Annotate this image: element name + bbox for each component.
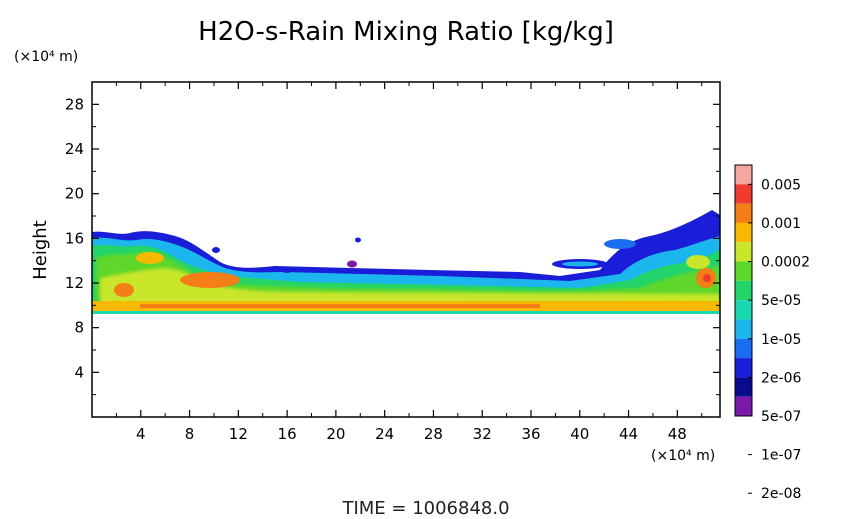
colorbar-label: 5e-07 xyxy=(761,409,801,425)
cell-2 xyxy=(562,261,598,267)
colorbar-label: 0.001 xyxy=(761,216,801,232)
colorbar-swatch xyxy=(735,280,752,301)
colorbar-swatch xyxy=(735,319,752,339)
contour-0.0002-core xyxy=(140,304,540,308)
chart-title: H2O-s-Rain Mixing Ratio [kg/kg] xyxy=(198,17,614,47)
cell-7 xyxy=(355,237,361,243)
colorbar-swatch xyxy=(735,300,752,320)
x-tick-label: 4 xyxy=(136,425,146,443)
x-tick-label: 28 xyxy=(424,425,443,443)
data-field xyxy=(92,210,720,314)
colorbar: 0.005 0.001 0.0002 5e-05 1e-05 2e-06 5e-07 1e-0… xyxy=(734,164,810,502)
blob-yellow-2 xyxy=(686,255,710,269)
contour-1e-05 xyxy=(96,251,720,300)
x-tick-label: 40 xyxy=(570,425,589,443)
colorbar-label: 0.0002 xyxy=(761,255,810,271)
contour-5e-05 xyxy=(100,268,720,306)
colorbar-label: 2e-08 xyxy=(761,486,801,502)
y-tick-label: 16 xyxy=(65,229,84,247)
colorbar-swatch xyxy=(735,242,752,262)
blob-orange-1 xyxy=(180,272,240,288)
colorbar-swatch xyxy=(735,184,752,204)
time-equals: = xyxy=(386,498,413,519)
y-ticks: 4 8 12 16 20 24 28 xyxy=(65,95,720,396)
colorbar-swatch xyxy=(735,203,752,223)
cell-6 xyxy=(212,247,220,253)
colorbar-label: 1e-07 xyxy=(761,448,801,464)
x-tick-label: 16 xyxy=(278,425,297,443)
y-unit-label: (×10⁴ m) xyxy=(14,49,78,65)
colorbar-swatch xyxy=(735,396,752,416)
blob-red-1 xyxy=(703,274,711,282)
y-tick-label: 8 xyxy=(74,319,84,337)
colorbar-swatch xyxy=(735,358,752,378)
lower-edge xyxy=(92,311,720,314)
time-readout: TIME = 1006848.0 xyxy=(341,498,509,519)
x-tick-label: 20 xyxy=(326,425,345,443)
blob-yellow-1 xyxy=(136,252,164,264)
colorbar-swatch xyxy=(735,377,752,397)
time-value: 1006848.0 xyxy=(412,498,509,519)
y-tick-label: 28 xyxy=(65,95,84,113)
y-axis-label: Height xyxy=(30,220,51,280)
y-tick-label: 4 xyxy=(74,363,84,381)
colorbar-swatch xyxy=(735,222,752,243)
x-tick-label: 12 xyxy=(229,425,248,443)
colorbar-swatch xyxy=(735,261,752,281)
plot-frame xyxy=(91,81,721,418)
colorbar-swatch xyxy=(735,338,752,359)
colorbar-frame xyxy=(734,164,753,417)
blob-orange-2 xyxy=(114,283,134,297)
x-tick-label: 32 xyxy=(473,425,492,443)
colorbar-swatch xyxy=(735,165,752,185)
x-tick-label: 8 xyxy=(185,425,195,443)
x-ticks: 4 8 12 16 20 24 28 32 36 40 44 48 xyxy=(115,82,703,443)
cell-4 xyxy=(282,267,292,273)
y-tick-label: 20 xyxy=(65,185,84,203)
y-tick-label: 12 xyxy=(65,274,84,292)
y-tick-label: 24 xyxy=(65,140,84,158)
x-tick-label: 24 xyxy=(375,425,394,443)
cell-5 xyxy=(604,239,636,249)
x-tick-label: 36 xyxy=(521,425,540,443)
colorbar-label: 1e-05 xyxy=(761,332,801,348)
colorbar-label: 2e-06 xyxy=(761,370,801,386)
x-tick-label: 44 xyxy=(619,425,638,443)
colorbar-label: 5e-05 xyxy=(761,293,801,309)
x-unit-label: (×10⁴ m) xyxy=(651,448,715,464)
cell-3 xyxy=(347,260,357,268)
time-label: TIME xyxy=(341,498,385,519)
x-tick-label: 48 xyxy=(668,425,687,443)
colorbar-label: 0.005 xyxy=(761,177,801,193)
